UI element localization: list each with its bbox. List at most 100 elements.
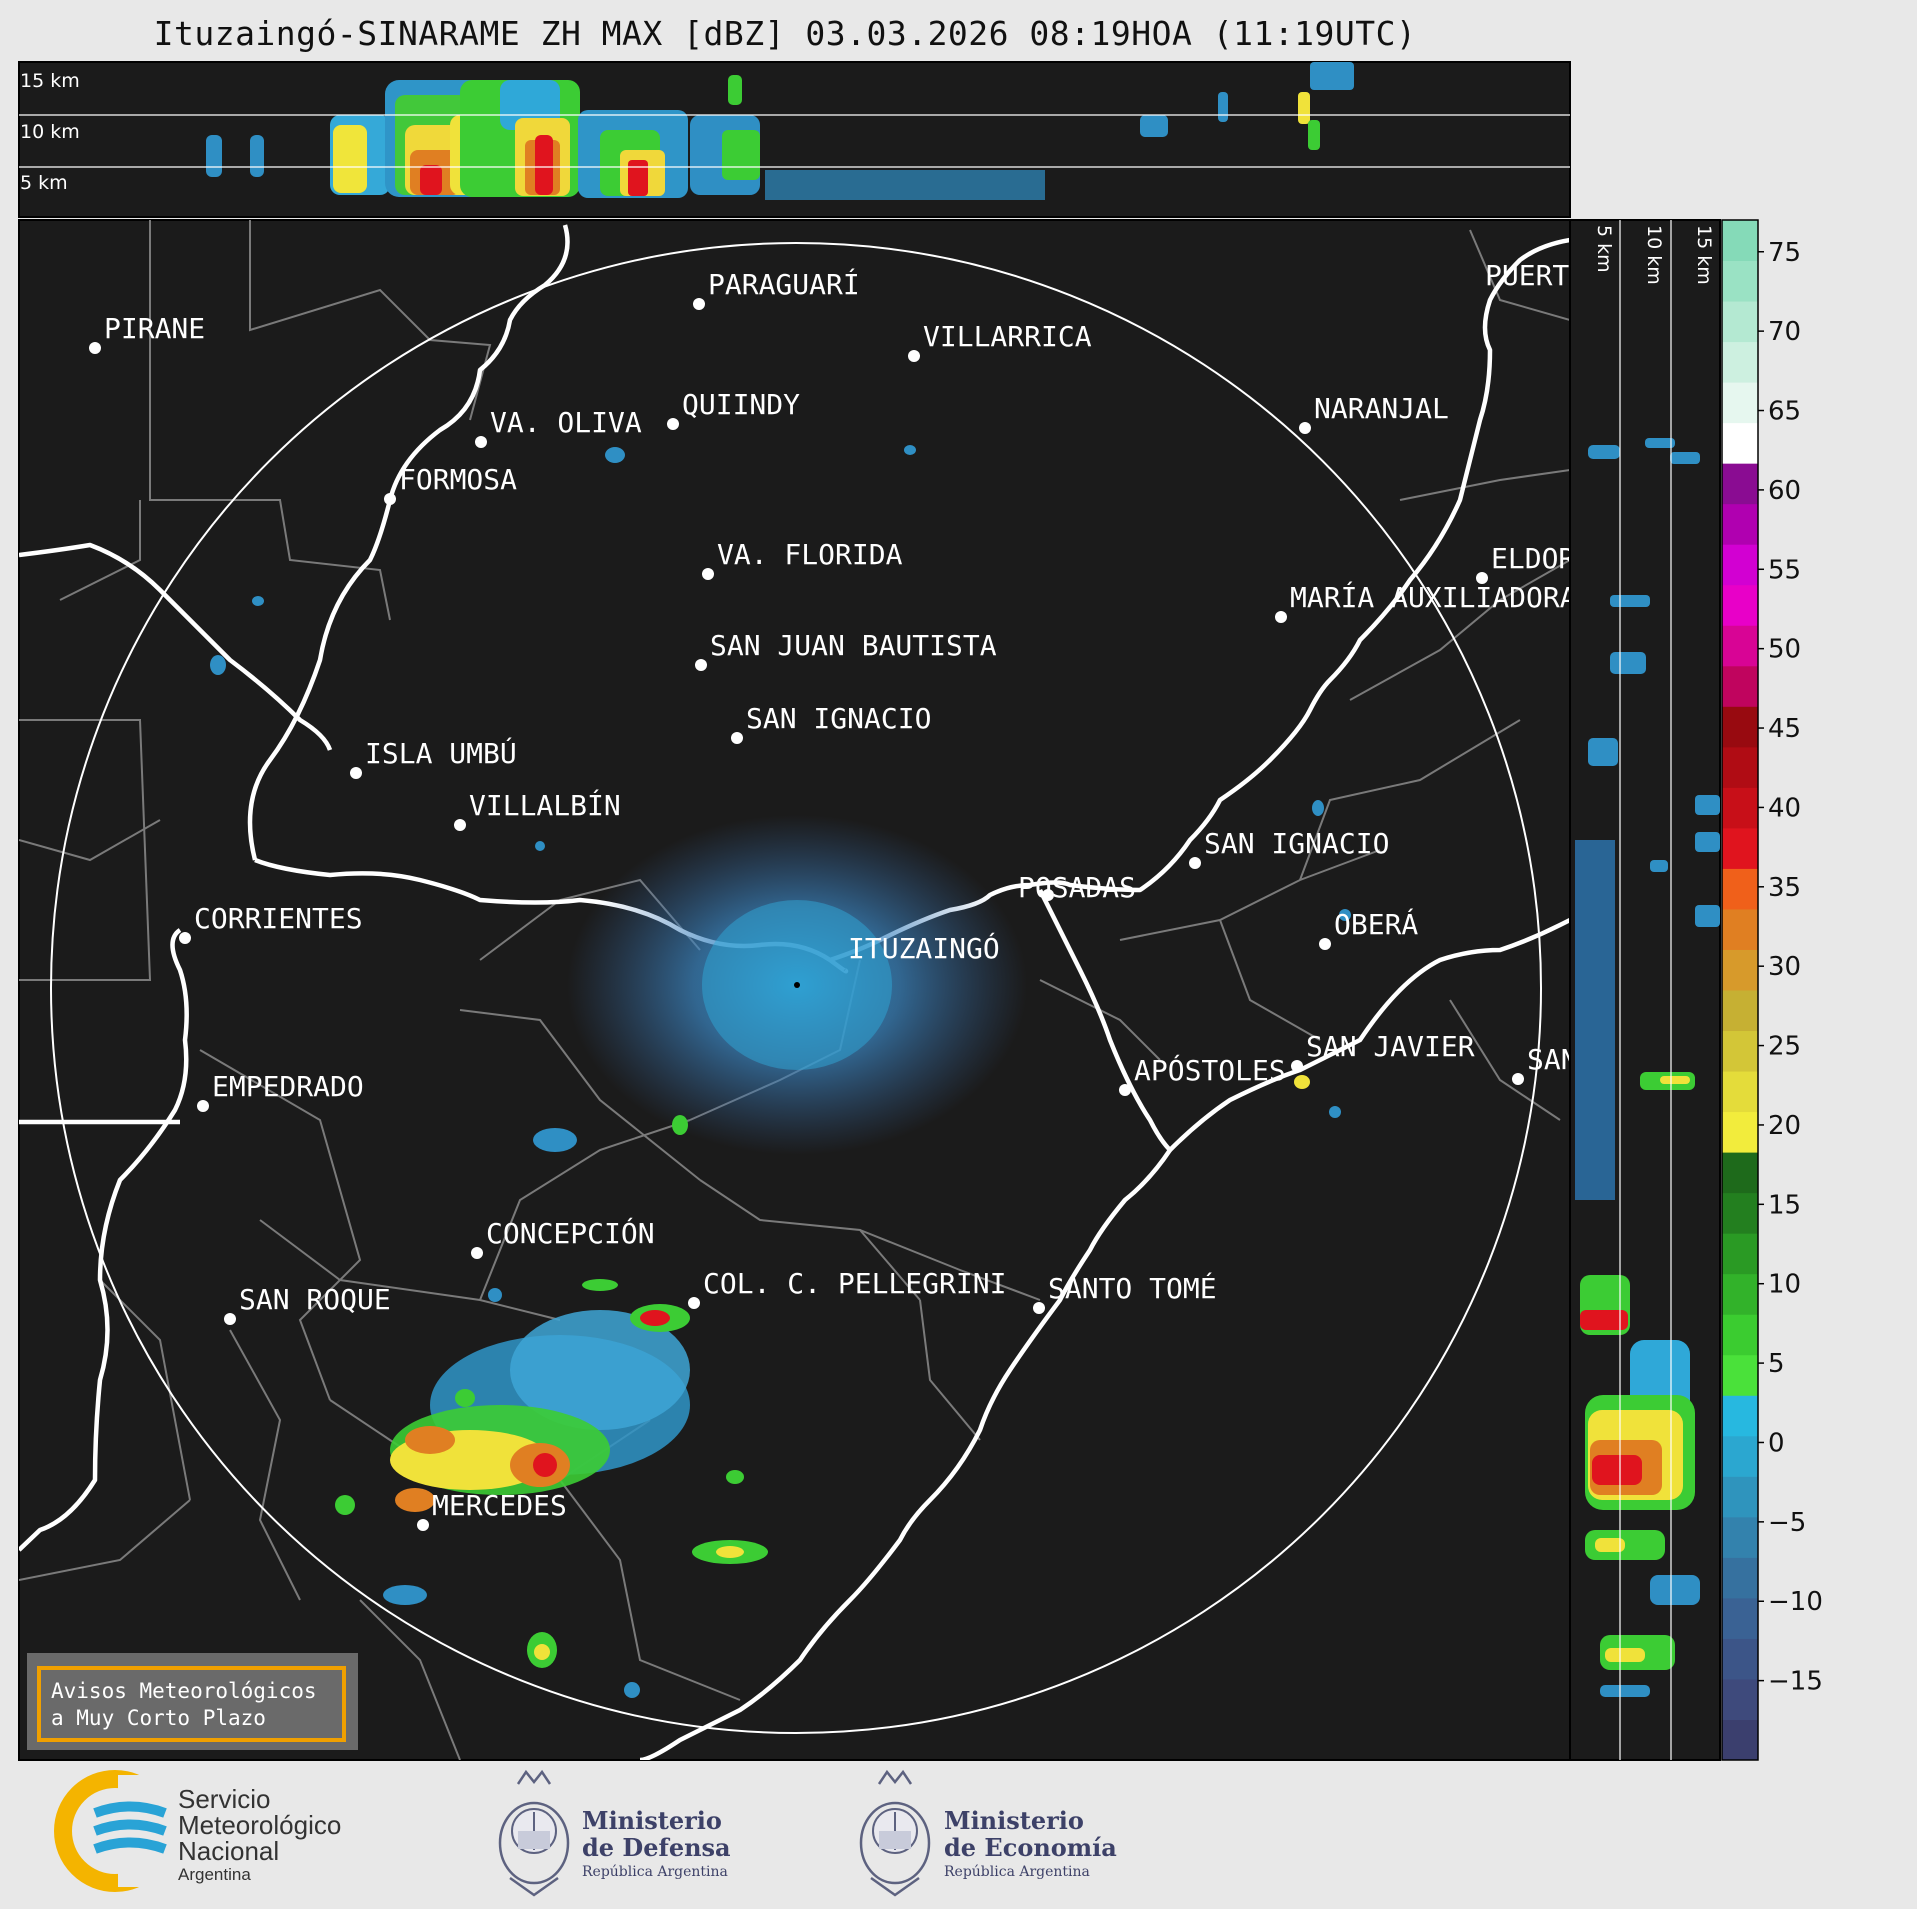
colorbar-swatch	[1722, 1597, 1758, 1639]
colorbar-tick-label: 0	[1768, 1428, 1785, 1458]
city-label: FORMOSA	[399, 463, 517, 496]
radar-site-marker	[794, 982, 800, 988]
colorbar-swatch	[1722, 260, 1758, 302]
city-dot-icon	[454, 819, 466, 831]
city-dot-icon	[1291, 1060, 1303, 1072]
colorbar-swatches	[1722, 220, 1758, 1761]
city-label: QUIINDY	[682, 388, 800, 421]
city-dot-icon	[89, 342, 101, 354]
city-label: VA. OLIVA	[490, 406, 642, 439]
city-marker: VA. FLORIDA	[702, 538, 903, 580]
precipitation-echoes	[210, 445, 1351, 1698]
city-marker: CONCEPCIÓN	[471, 1216, 655, 1259]
warning-box[interactable]: Avisos Meteorológicos a Muy Corto Plazo	[27, 1653, 358, 1750]
colorbar-swatch	[1722, 665, 1758, 707]
side-height-label-5km: 5 km	[1593, 225, 1615, 273]
city-dot-icon	[688, 1297, 700, 1309]
top-height-label-10km: 10 km	[20, 121, 80, 143]
colorbar-tick-label: 25	[1768, 1032, 1801, 1062]
city-marker: PARAGUARÍ	[693, 267, 860, 310]
city-dot-icon	[471, 1247, 483, 1259]
radar-range-ring	[50, 242, 1542, 1734]
top-cross-section-panel: 15 km 10 km 5 km	[18, 61, 1571, 218]
city-marker: PUERTO	[1485, 259, 1586, 292]
colorbar-tick-label: 60	[1768, 476, 1801, 506]
city-marker: OBERÁ	[1319, 907, 1418, 950]
colorbar-swatch	[1722, 990, 1758, 1032]
colorbar-swatch	[1722, 341, 1758, 383]
colorbar-swatch	[1722, 1435, 1758, 1477]
city-marker: SAN IGNACIO	[1189, 827, 1389, 869]
city-dot-icon	[1275, 611, 1287, 623]
colorbar-tick-label: 20	[1768, 1111, 1801, 1141]
defensa-logo-line2: de Defensa	[582, 1833, 731, 1862]
city-marker: FORMOSA	[384, 463, 517, 505]
colorbar-swatch	[1722, 1111, 1758, 1153]
city-marker: QUIINDY	[667, 388, 800, 430]
ministerio-defensa-logo: Ministerio de Defensa República Argentin…	[498, 1769, 731, 1897]
city-dot-icon	[693, 298, 705, 310]
colorbar-swatch	[1722, 1314, 1758, 1356]
colorbar-swatch	[1722, 706, 1758, 748]
colorbar-tick-label: 55	[1768, 555, 1801, 585]
city-label: PUERTO	[1485, 259, 1586, 292]
colorbar-swatch	[1722, 1273, 1758, 1315]
colorbar-swatch	[1722, 1030, 1758, 1072]
city-dot-icon	[224, 1313, 236, 1325]
city-dot-icon	[1033, 1302, 1045, 1314]
city-marker: CORRIENTES	[179, 902, 363, 944]
colorbar-tick-label: 35	[1768, 873, 1801, 903]
colorbar-tick-label: 70	[1768, 317, 1801, 347]
colorbar-swatch	[1722, 1557, 1758, 1599]
colorbar-swatch	[1722, 1476, 1758, 1518]
colorbar-swatch	[1722, 1678, 1758, 1720]
city-marker: VA. OLIVA	[475, 406, 642, 448]
city-dot-icon	[908, 350, 920, 362]
city-marker: ISLA UMBÚ	[350, 736, 517, 779]
colorbar-swatch	[1722, 382, 1758, 424]
smn-logo-line3: Nacional	[178, 1836, 279, 1866]
city-dot-icon	[1189, 857, 1201, 869]
smn-logo: Servicio Meteorológico Nacional Argentin…	[54, 1770, 341, 1892]
economia-coat-of-arms-icon	[859, 1769, 931, 1897]
city-marker: ELDORADO	[1476, 542, 1626, 584]
colorbar-swatch	[1722, 1395, 1758, 1437]
city-marker: MARÍA AUXILIADORA	[1275, 580, 1570, 623]
city-label: VILLARRICA	[923, 320, 1092, 353]
city-label: ELDORADO	[1491, 542, 1626, 575]
city-dot-icon	[1042, 889, 1054, 901]
colorbar-swatch	[1722, 1233, 1758, 1275]
side-height-label-15km: 15 km	[1693, 225, 1715, 285]
colorbar-swatch	[1722, 1071, 1758, 1113]
map-title: Ituzaingó-SINARAME ZH MAX [dBZ] 03.03.20…	[153, 14, 1417, 53]
city-dot-icon	[1319, 938, 1331, 950]
colorbar-swatch	[1722, 422, 1758, 464]
ministerio-economia-logo: Ministerio de Economía República Argenti…	[859, 1769, 1117, 1897]
side-height-label-10km: 10 km	[1643, 225, 1665, 285]
city-dot-icon	[417, 1519, 429, 1531]
city-label: SAN ROQUE	[239, 1283, 391, 1316]
city-dot-icon	[731, 732, 743, 744]
colorbar-tick-label: 45	[1768, 714, 1801, 744]
colorbar-swatch	[1722, 1192, 1758, 1234]
city-marker: COL. C. PELLEGRINI	[688, 1267, 1006, 1309]
smn-logo-line2: Meteorológico	[178, 1810, 341, 1840]
colorbar-tick-label: 10	[1768, 1270, 1801, 1300]
colorbar-swatch	[1722, 1516, 1758, 1558]
city-label: SAN IGNACIO	[1204, 827, 1389, 860]
city-label: POSADAS	[1018, 871, 1136, 904]
defensa-logo-line1: Ministerio	[582, 1806, 722, 1835]
city-marker: APÓSTOLES	[1119, 1053, 1286, 1096]
colorbar-tick-label: −10	[1768, 1587, 1823, 1617]
colorbar-swatch	[1722, 1719, 1758, 1761]
colorbar-tick-label: 5	[1768, 1349, 1785, 1379]
side-echo-tops	[1575, 438, 1720, 1697]
colorbar-tick-label: −15	[1768, 1667, 1823, 1697]
colorbar-swatch	[1722, 463, 1758, 505]
city-label: SAN JAVIER	[1306, 1030, 1475, 1063]
colorbar-swatch	[1722, 1638, 1758, 1680]
city-label: VA. FLORIDA	[717, 538, 903, 571]
